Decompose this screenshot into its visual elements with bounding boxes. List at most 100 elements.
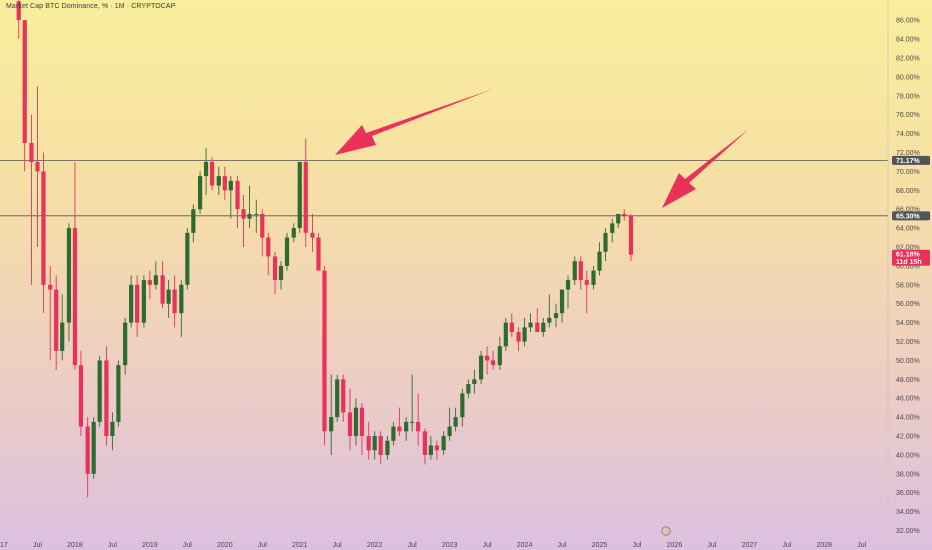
- candle: [547, 294, 552, 328]
- candle: [422, 428, 427, 465]
- candle-body: [254, 213, 259, 215]
- candle-body: [297, 161, 302, 229]
- candle-body: [541, 322, 546, 333]
- candle-body: [453, 417, 458, 427]
- x-tick-label: 2027: [742, 542, 758, 549]
- candle: [123, 317, 128, 375]
- y-tick-label: 46.00%: [896, 396, 920, 403]
- y-tick-label: 62.00%: [896, 245, 920, 252]
- candle: [48, 265, 53, 361]
- candle: [385, 436, 390, 460]
- candle-body: [66, 228, 72, 323]
- y-tick-label: 84.00%: [896, 37, 920, 44]
- candle: [397, 407, 402, 437]
- candle-body: [153, 275, 158, 285]
- candle-body: [322, 270, 327, 432]
- candle: [185, 228, 190, 290]
- candle: [191, 204, 196, 243]
- candle-body: [578, 261, 583, 281]
- candle-body: [434, 445, 439, 451]
- candle: [41, 152, 46, 314]
- x-tick-label: 2017: [0, 542, 8, 549]
- candle: [272, 251, 278, 295]
- candle: [209, 157, 215, 191]
- candle-body: [329, 417, 334, 432]
- x-tick-label: 2024: [517, 542, 533, 549]
- candle-body: [160, 275, 165, 304]
- candle: [266, 232, 271, 276]
- candle-body: [60, 322, 65, 351]
- time-zone-icon[interactable]: ⚡: [661, 526, 671, 536]
- candle-body: [241, 209, 246, 219]
- candle-body: [478, 355, 484, 380]
- candle: [254, 199, 259, 233]
- candle-body: [404, 421, 409, 432]
- x-tick-label: Jul: [333, 542, 342, 549]
- candle-body: [472, 379, 477, 385]
- y-tick-label: 82.00%: [896, 55, 920, 62]
- candle: [160, 261, 165, 309]
- candle: [78, 350, 84, 437]
- candle-body: [628, 215, 634, 255]
- current-price-tag: [892, 249, 930, 266]
- candle: [91, 417, 96, 479]
- x-tick-label: Jul: [632, 542, 641, 549]
- candle: [404, 417, 409, 441]
- candle-body: [410, 421, 415, 423]
- x-tick-label: Jul: [483, 542, 492, 549]
- candle: [110, 412, 115, 451]
- current-price-label: 11d 15h: [896, 259, 922, 266]
- candle: [172, 275, 177, 328]
- y-axis: 32.00% 34.00% 36.00% 38.00% 40.00% 42.00% 44.0…: [887, 0, 920, 550]
- candle-body: [528, 322, 533, 328]
- candle-body: [335, 379, 340, 418]
- x-tick-label: 2026: [667, 542, 683, 549]
- y-tick-label: 36.00%: [896, 490, 920, 497]
- candle-body: [97, 360, 102, 422]
- candle: [153, 261, 158, 290]
- candle: [85, 417, 90, 498]
- candle-body: [559, 289, 565, 314]
- candle-body: [460, 393, 465, 418]
- candle-body: [235, 180, 240, 210]
- candle-body: [490, 360, 496, 366]
- x-tick-label: Jul: [408, 542, 417, 549]
- candle: [391, 421, 396, 446]
- level-tag: [892, 155, 930, 165]
- candle-body: [22, 20, 27, 144]
- candle-body: [147, 280, 152, 285]
- candle-body: [35, 161, 40, 172]
- candle-body: [41, 171, 46, 285]
- candle: [503, 317, 508, 351]
- candle-body: [266, 237, 271, 257]
- candle-body: [447, 426, 452, 437]
- candle-body: [516, 332, 521, 342]
- candle: [141, 275, 146, 328]
- candle: [434, 440, 439, 460]
- candle-body: [191, 209, 196, 233]
- candle-body: [441, 436, 446, 451]
- x-tick-label: Jul: [258, 542, 267, 549]
- x-tick-label: Jul: [782, 542, 791, 549]
- candle: [460, 388, 465, 427]
- x-tick-label: Jul: [558, 542, 567, 549]
- candle: [16, 0, 21, 40]
- candle: [578, 256, 583, 290]
- candle-body: [591, 270, 596, 285]
- candle: [484, 346, 490, 375]
- candle: [54, 275, 59, 370]
- candle: [472, 369, 477, 394]
- y-tick-label: 74.00%: [896, 131, 920, 138]
- candle-body: [416, 421, 421, 432]
- candle-body: [397, 426, 402, 432]
- candle-body: [185, 232, 190, 285]
- candle: [60, 294, 65, 361]
- axis-tags: 71.17% 65.30% 61.18%11d 15h: [892, 155, 930, 266]
- candle: [347, 388, 353, 451]
- candle-body: [72, 228, 78, 366]
- y-tick-label: 32.00%: [896, 528, 920, 535]
- candle: [572, 256, 577, 285]
- candle: [22, 20, 27, 172]
- candle: [97, 355, 102, 427]
- candle: [35, 86, 40, 248]
